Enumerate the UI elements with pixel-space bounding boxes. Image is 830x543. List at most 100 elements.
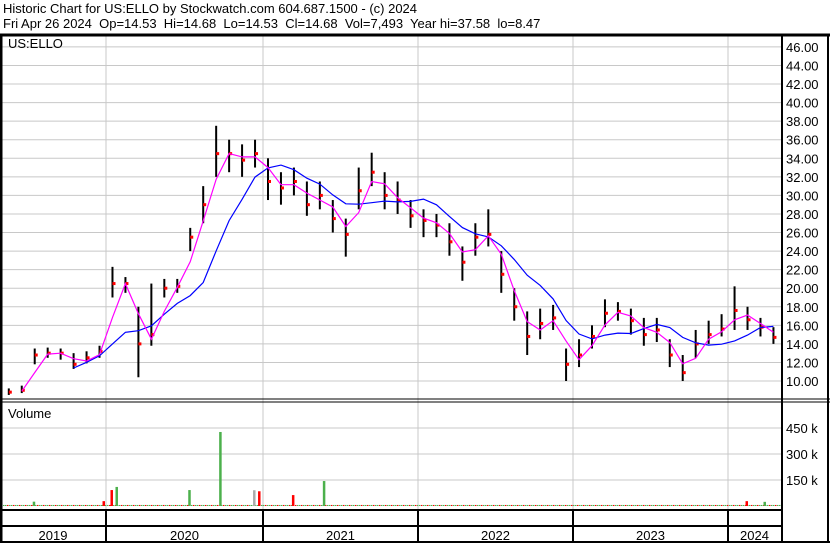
volume-bar [165, 504, 167, 506]
volume-bar [453, 504, 455, 506]
volume-bar [37, 504, 39, 506]
chart-frame [0, 33, 830, 543]
close-tick [630, 319, 634, 323]
volume-bar [367, 504, 369, 506]
volume-bar [607, 504, 609, 506]
volume-bar [73, 504, 75, 506]
volume-spike [115, 486, 118, 506]
volume-bar [757, 504, 759, 506]
close-tick [60, 351, 64, 355]
volume-bar [309, 504, 311, 506]
volume-bar [287, 504, 289, 506]
volume-bar [685, 504, 687, 506]
volume-bar [571, 504, 573, 506]
volume-bar [563, 504, 565, 506]
volume-bar [79, 504, 81, 506]
volume-bar [23, 504, 25, 506]
close-tick [345, 232, 349, 236]
volume-bar [481, 504, 483, 506]
close-tick [501, 272, 505, 276]
volume-bar [167, 504, 169, 506]
volume-bar [517, 504, 519, 506]
close-tick [449, 240, 453, 244]
volume-bar [635, 504, 637, 506]
volume-bar [267, 504, 269, 506]
close-tick [773, 335, 777, 339]
close-tick [86, 356, 90, 360]
moving-averages [21, 152, 774, 392]
volume-bar [43, 504, 45, 506]
close-tick [268, 179, 271, 183]
volume-bar [749, 504, 751, 506]
volume-bar [531, 504, 533, 506]
volume-bar [701, 504, 703, 506]
price-tick-label: 46.00 [786, 40, 819, 55]
volume-bar [321, 504, 323, 506]
volume-bar [543, 504, 545, 506]
volume-bar [371, 504, 373, 506]
volume-bar [365, 504, 367, 506]
close-tick [708, 333, 712, 337]
volume-bar [203, 504, 205, 506]
volume-bar [51, 504, 53, 506]
volume-axis: 150 k 300 k 450 k [786, 421, 818, 488]
volume-spike [291, 495, 295, 506]
price-tick-label: 32.00 [786, 170, 819, 185]
volume-label: Volume [8, 406, 51, 421]
close-tick [151, 333, 155, 337]
price-tick-label: 18.00 [786, 300, 819, 315]
volume-bar [661, 504, 663, 506]
volume-bar [515, 504, 517, 506]
price-axis: 10.00 12.00 14.00 16.00 18.00 20.00 22.00 24.00… [786, 40, 819, 389]
volume-bar [401, 504, 403, 506]
volume-bar [617, 504, 619, 506]
volume-spike [253, 490, 256, 506]
volume-bar [669, 504, 671, 506]
volume-bar [221, 504, 223, 506]
volume-bar [573, 504, 575, 506]
volume-bar [647, 504, 649, 506]
volume-bar [329, 504, 331, 506]
volume-bar [183, 504, 185, 506]
volume-bar [245, 504, 247, 506]
volume-bar [737, 504, 739, 506]
close-tick [293, 179, 297, 183]
volume-tick-label: 300 k [786, 447, 818, 462]
volume-bar [355, 504, 357, 506]
volume-bar [523, 504, 525, 506]
volume-bar [435, 504, 437, 506]
volume-bar [185, 504, 187, 506]
close-tick [8, 390, 12, 394]
close-tick [371, 170, 375, 174]
close-tick [540, 321, 544, 325]
volume-bar [595, 504, 597, 506]
close-tick [579, 353, 583, 357]
volume-bar [741, 504, 743, 506]
volume-bar [305, 504, 307, 506]
volume-bar [277, 504, 279, 506]
volume-bar [395, 504, 397, 506]
volume-bar [775, 504, 777, 506]
volume-bar [467, 504, 469, 506]
close-tick [73, 362, 77, 366]
volume-bar [257, 504, 259, 506]
close-tick [332, 217, 336, 221]
volume-bar [137, 504, 139, 506]
volume-bar [389, 504, 391, 506]
volume-bar [155, 504, 157, 506]
volume-bar [359, 504, 361, 506]
volume-bar [597, 504, 599, 506]
volume-bar [85, 504, 87, 506]
volume-bar [335, 504, 337, 506]
close-tick [21, 388, 25, 392]
volume-bar [239, 504, 241, 506]
volume-bar [119, 504, 121, 506]
volume-bar [653, 504, 655, 506]
volume-bar [439, 504, 441, 506]
close-tick [462, 260, 466, 264]
volume-bar [625, 504, 627, 506]
volume-bar [495, 504, 497, 506]
volume-bar [205, 504, 207, 506]
volume-bar [391, 504, 393, 506]
price-tick-label: 36.00 [786, 133, 819, 148]
